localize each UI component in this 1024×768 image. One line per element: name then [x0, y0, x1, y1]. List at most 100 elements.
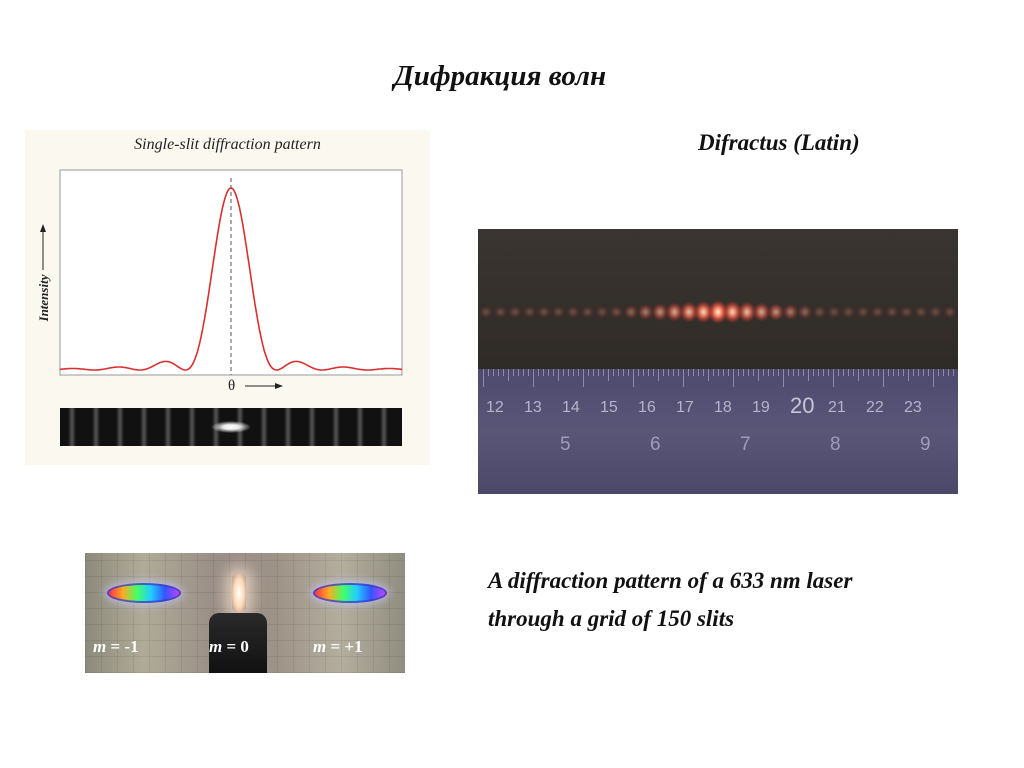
ruler-tick [863, 369, 864, 376]
ruler-tick [813, 369, 814, 376]
ruler-tick [538, 369, 539, 376]
ruler-tick [673, 369, 674, 376]
order-label-plus-one: m = +1 [313, 637, 363, 656]
ruler-tick [678, 369, 679, 376]
laser-spot [943, 305, 957, 319]
ruler-tick [643, 369, 644, 376]
ruler-tick [868, 369, 869, 376]
laser-diffraction-photo: 12 13 14 15 16 17 18 19 20 21 22 23 5 6 7 8 9 [478, 229, 958, 494]
ruler-tick [828, 369, 829, 376]
ruler-tick [633, 369, 634, 387]
ruler-number: 19 [752, 399, 770, 416]
laser-spot [812, 305, 827, 319]
ruler-tick [548, 369, 549, 376]
ruler-tick [483, 369, 484, 387]
laser-spot [928, 305, 943, 319]
laser-spot [899, 305, 914, 319]
ruler-tick [768, 369, 769, 376]
ruler-number: 9 [920, 434, 931, 455]
spectrum-left [107, 583, 181, 603]
fringe-strip-image [60, 408, 402, 446]
ruler-tick [638, 369, 639, 376]
laser-spot [609, 305, 624, 319]
caption-line-2: through a grid of 150 slits [488, 606, 735, 631]
ruler-tick [858, 369, 859, 381]
ruler-tick [773, 369, 774, 376]
single-slit-figure: Single-slit diffraction pattern Intensit… [25, 130, 430, 465]
intensity-label: Intensity [36, 274, 51, 322]
laser-spot [797, 304, 813, 320]
ruler-tick [878, 369, 879, 376]
theta-arrowhead [275, 383, 283, 389]
ruler-tick [603, 369, 604, 376]
ruler-tick [743, 369, 744, 376]
ruler-tick [618, 369, 619, 376]
ruler-tick [888, 369, 889, 376]
ruler-tick [723, 369, 724, 376]
ruler-tick [553, 369, 554, 376]
ruler-tick [718, 369, 719, 376]
laser-spot [537, 305, 551, 319]
laser-spot [737, 301, 757, 323]
ruler-tick [493, 369, 494, 376]
laser-spot [827, 305, 841, 319]
ruler-tick [938, 369, 939, 376]
ruler-tick [628, 369, 629, 376]
laser-spot [752, 302, 771, 322]
ruler-tick [593, 369, 594, 376]
ruler-tick [833, 369, 834, 387]
ruler-tick [578, 369, 579, 376]
ruler-tick [728, 369, 729, 376]
order-label-zero: m = 0 [209, 637, 249, 656]
ruler-tick [803, 369, 804, 376]
ruler-number: 20 [790, 393, 815, 418]
ruler-tick [843, 369, 844, 376]
ruler-tick [838, 369, 839, 376]
ruler-tick [903, 369, 904, 376]
ruler-number: 21 [828, 399, 846, 416]
lamp-stand [209, 613, 267, 673]
slide-title: Дифракция волн [393, 60, 607, 92]
ruler-tick [748, 369, 749, 376]
ruler-number: 8 [830, 434, 841, 455]
ruler-tick [738, 369, 739, 376]
ruler-tick [873, 369, 874, 376]
ruler-number: 6 [650, 434, 661, 455]
ruler-tick [668, 369, 669, 376]
ruler-number: 15 [600, 399, 618, 416]
laser-spot [722, 300, 743, 324]
grating-spectrum-photo: m = -1 m = 0 m = +1 [85, 553, 405, 673]
ruler-tick [528, 369, 529, 376]
ruler-tick [928, 369, 929, 376]
laser-spot [651, 303, 669, 321]
ruler-tick [543, 369, 544, 376]
ruler-tick [798, 369, 799, 376]
ruler-tick [513, 369, 514, 376]
ruler-tick [508, 369, 509, 381]
ruler-tick [923, 369, 924, 376]
ruler-tick [788, 369, 789, 376]
laser-spot [665, 302, 684, 322]
ruler-tick [908, 369, 909, 381]
laser-spot [637, 303, 654, 321]
laser-spot [679, 301, 699, 323]
intensity-curve [59, 187, 403, 371]
laser-spot [595, 305, 609, 319]
theta-label: θ [228, 378, 236, 394]
ruler-tick [608, 369, 609, 381]
ruler-tick [683, 369, 684, 387]
ruler-tick [568, 369, 569, 376]
laser-spot [841, 305, 856, 319]
laser-spot [580, 305, 595, 319]
laser-spots [479, 300, 957, 324]
ruler-tick [503, 369, 504, 376]
ruler-tick [563, 369, 564, 376]
central-light-source [232, 573, 246, 613]
ruler-tick [523, 369, 524, 376]
ruler-number: 7 [740, 434, 751, 455]
ruler-tick [853, 369, 854, 376]
ruler-tick [558, 369, 559, 381]
ruler-tick [648, 369, 649, 376]
laser-spot [566, 305, 580, 319]
ruler-tick [498, 369, 499, 376]
